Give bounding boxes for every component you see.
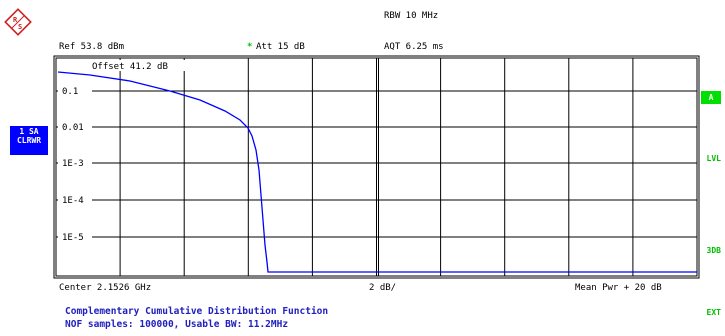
- y-tick-label: 0.1: [62, 87, 78, 97]
- grid: [56, 58, 697, 276]
- center-frequency: Center 2.1526 GHz: [59, 283, 152, 293]
- trace-a-badge: A: [701, 91, 721, 104]
- ref-level-readout: Ref 53.8 dBm: [59, 42, 125, 52]
- svg-text:R: R: [13, 16, 18, 24]
- att-modified-marker: *: [247, 42, 253, 52]
- 3db-status: 3DB: [706, 246, 721, 255]
- y-tick-label: 0.01: [62, 123, 84, 133]
- rs-logo: R S: [4, 8, 32, 36]
- svg-text:S: S: [18, 23, 22, 31]
- samples-info: NOF samples: 100000, Usable BW: 11.2MHz: [65, 319, 289, 330]
- trace-mode-indicator: 1 SA CLRWR: [10, 126, 48, 155]
- offset-readout: Offset 41.2 dB: [92, 62, 168, 72]
- mean-power: Mean Pwr + 20 dB: [575, 283, 662, 293]
- y-tick-labels: 0.1 0.01 1E-3 1E-4 1E-5: [58, 86, 92, 243]
- trace-mode-line1: 1 SA: [19, 127, 39, 136]
- ext-status: EXT: [706, 308, 721, 317]
- attenuation-readout: Att 15 dB: [256, 42, 305, 52]
- aqt-readout: AQT 6.25 ms: [384, 42, 444, 52]
- trace-mode-line2: CLRWR: [16, 136, 42, 145]
- ccdf-trace: [57, 71, 697, 273]
- rbw-readout: RBW 10 MHz: [384, 11, 439, 21]
- y-tick-label: 1E-5: [62, 233, 84, 243]
- ccdf-title: Complementary Cumulative Distribution Fu…: [65, 306, 329, 317]
- y-tick-label: 1E-3: [62, 159, 84, 169]
- lvl-status: LVL: [706, 154, 721, 163]
- x-scale: 2 dB/: [369, 283, 397, 293]
- y-tick-label: 1E-4: [62, 196, 84, 206]
